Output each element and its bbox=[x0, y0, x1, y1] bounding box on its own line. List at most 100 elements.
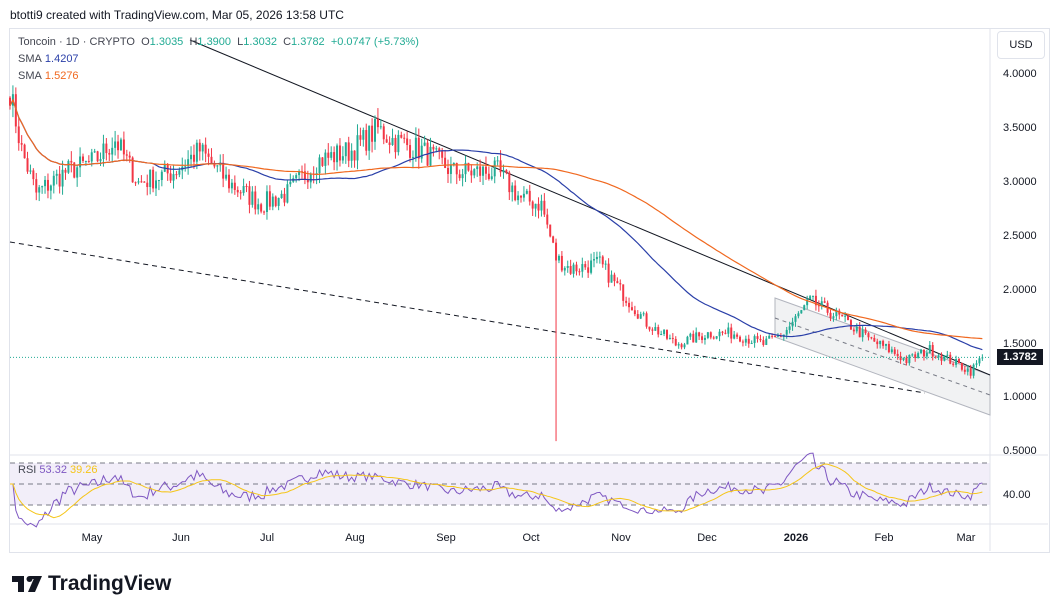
candle-body bbox=[756, 336, 759, 339]
candle-body bbox=[341, 156, 344, 161]
candle-body bbox=[108, 153, 111, 155]
candle-body bbox=[812, 295, 814, 297]
candle-body bbox=[239, 192, 242, 194]
candle-body bbox=[902, 357, 905, 361]
sma2-legend[interactable]: SMA 1.5276 bbox=[18, 70, 79, 82]
candle-body bbox=[423, 142, 426, 146]
candle-body bbox=[353, 150, 356, 161]
rsi-axis-label: 40.00 bbox=[1003, 489, 1031, 501]
candle-body bbox=[882, 340, 885, 346]
tradingview-logo[interactable]: TradingView bbox=[12, 572, 171, 596]
candle-body bbox=[692, 333, 695, 343]
candle-body bbox=[32, 170, 35, 180]
candle-body bbox=[809, 296, 812, 300]
candle-body bbox=[350, 150, 353, 161]
candle-body bbox=[137, 181, 140, 183]
price-axis-label: 3.0000 bbox=[1003, 175, 1037, 188]
candle-body bbox=[590, 260, 593, 273]
time-axis-label: May bbox=[81, 532, 103, 544]
candle-body bbox=[283, 193, 286, 203]
candle-body bbox=[458, 174, 461, 179]
candle-body bbox=[800, 310, 803, 314]
candle-body bbox=[58, 173, 61, 187]
candle-body bbox=[616, 281, 619, 284]
resistance-trendline bbox=[189, 39, 991, 376]
candle-body bbox=[963, 369, 966, 372]
candle-body bbox=[309, 173, 312, 183]
candle-body bbox=[955, 359, 958, 365]
candle-body bbox=[864, 329, 867, 334]
channel-midline bbox=[774, 317, 991, 396]
candle-body bbox=[540, 200, 543, 211]
tradingview-logo-icon bbox=[12, 576, 42, 592]
candle-body bbox=[648, 326, 651, 330]
candle-body bbox=[797, 313, 800, 317]
candle-body bbox=[593, 259, 595, 261]
candle-body bbox=[178, 170, 181, 175]
last-price-label: 1.3782 bbox=[997, 349, 1043, 365]
symbol-name[interactable]: Toncoin · 1D · CRYPTO bbox=[18, 36, 135, 48]
candle-body bbox=[192, 154, 195, 162]
rsi-legend[interactable]: RSI 53.32 39.26 bbox=[18, 464, 98, 476]
candle-body bbox=[552, 236, 555, 243]
candle-body bbox=[785, 329, 788, 335]
candle-body bbox=[645, 313, 648, 327]
candle-body bbox=[823, 301, 826, 303]
candle-body bbox=[230, 182, 233, 189]
candle-body bbox=[607, 263, 610, 283]
candle-body bbox=[636, 314, 639, 319]
candle-body bbox=[905, 357, 908, 364]
candle-body bbox=[718, 331, 721, 337]
candle-body bbox=[885, 343, 887, 346]
candle-body bbox=[940, 355, 943, 361]
candle-body bbox=[712, 337, 715, 339]
candle-body bbox=[245, 186, 248, 188]
candle-body bbox=[890, 349, 893, 353]
candle-body bbox=[201, 144, 204, 152]
candle-body bbox=[511, 185, 514, 193]
sma1-legend[interactable]: SMA 1.4207 bbox=[18, 53, 79, 65]
candle-body bbox=[76, 167, 79, 178]
candle-body bbox=[476, 166, 479, 170]
currency-button[interactable]: USD bbox=[997, 31, 1045, 59]
candle-body bbox=[484, 166, 487, 174]
candle-body bbox=[587, 267, 590, 273]
candle-body bbox=[93, 151, 96, 153]
candle-body bbox=[143, 181, 146, 183]
candle-body bbox=[896, 353, 899, 357]
candle-body bbox=[683, 344, 686, 348]
candle-body bbox=[525, 190, 528, 194]
chart-frame bbox=[9, 28, 1050, 553]
candle-body bbox=[981, 357, 984, 359]
candle-body bbox=[613, 274, 616, 282]
candle-body bbox=[321, 157, 324, 166]
candle-body bbox=[114, 141, 117, 148]
candle-body bbox=[105, 143, 108, 154]
candle-body bbox=[391, 137, 394, 145]
candle-body bbox=[934, 356, 937, 358]
candle-body bbox=[260, 204, 263, 212]
candle-body bbox=[222, 162, 225, 179]
candle-body bbox=[814, 295, 817, 306]
candle-body bbox=[849, 320, 852, 330]
candle-body bbox=[937, 355, 940, 357]
candle-body bbox=[368, 125, 371, 151]
candle-body bbox=[400, 134, 403, 138]
candle-body bbox=[762, 340, 765, 345]
time-axis-label: 2026 bbox=[783, 532, 809, 544]
candle-body bbox=[268, 191, 271, 207]
candle-body bbox=[771, 335, 774, 337]
candle-body bbox=[555, 242, 558, 261]
candle-body bbox=[715, 336, 718, 339]
candle-body bbox=[207, 153, 210, 157]
candle-body bbox=[344, 142, 347, 157]
candle-body bbox=[119, 139, 122, 151]
candle-body bbox=[271, 196, 274, 207]
candle-body bbox=[169, 173, 172, 181]
candle-body bbox=[204, 144, 207, 154]
candle-body bbox=[447, 167, 449, 174]
candle-body bbox=[490, 176, 493, 179]
candle-body bbox=[333, 152, 336, 163]
candle-body bbox=[847, 315, 850, 321]
